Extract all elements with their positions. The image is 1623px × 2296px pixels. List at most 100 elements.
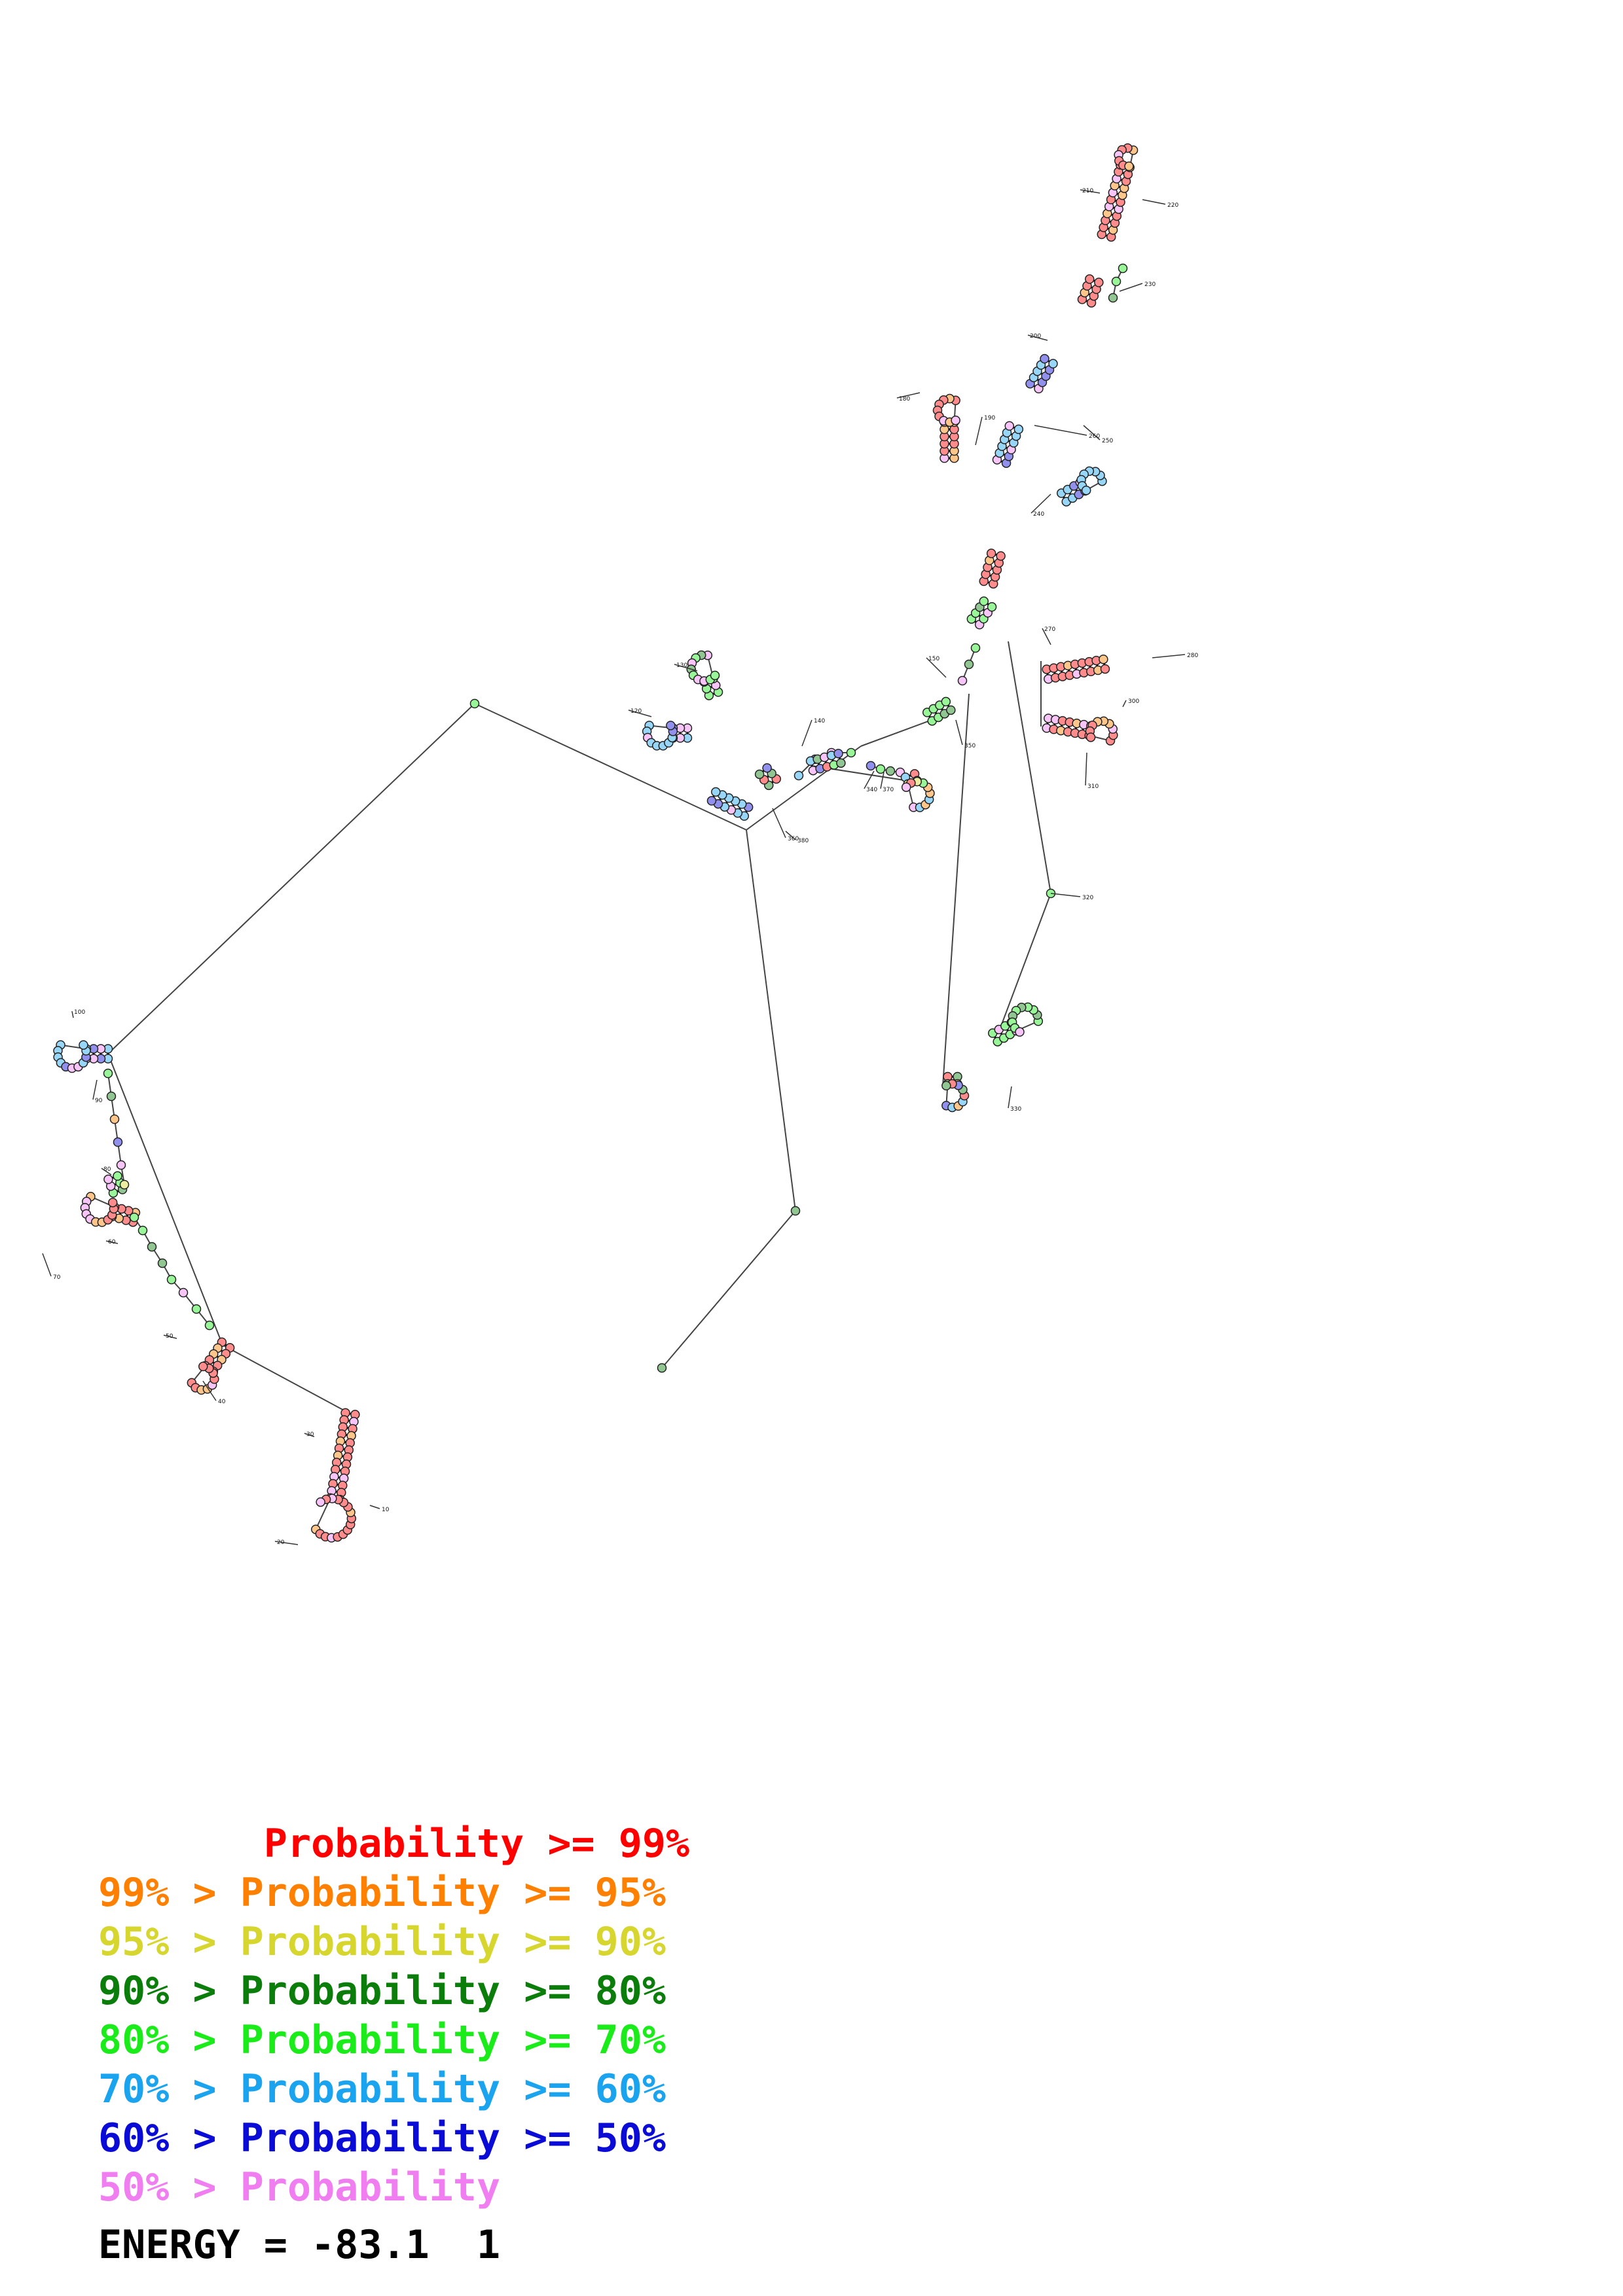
tick-leader — [42, 1253, 52, 1277]
legend-row: 99% > Probability >= 95% — [98, 1870, 666, 1916]
nucleotide — [793, 770, 804, 781]
legend-row: 80% > Probability >= 70% — [98, 2017, 666, 2063]
nucleotide — [198, 1361, 208, 1372]
nucleotide — [137, 1225, 148, 1236]
tick-leader — [71, 1011, 74, 1018]
tick-leader — [975, 416, 983, 446]
nucleotide — [964, 659, 974, 670]
tick-label: 100 — [74, 1009, 85, 1016]
nucleotide — [1094, 278, 1104, 287]
nucleotide — [657, 1363, 667, 1373]
tick-label: 10 — [382, 1507, 390, 1513]
nucleotide — [166, 1274, 177, 1285]
nucleotide — [986, 548, 996, 558]
nucleotide — [119, 1179, 130, 1190]
nucleotide — [1048, 359, 1058, 368]
tick-label: 210 — [1082, 188, 1093, 194]
legend-row: 50% > Probability — [98, 2164, 501, 2210]
tick-leader — [864, 770, 875, 789]
tick-label: 250 — [1102, 438, 1113, 444]
nucleotide — [836, 758, 846, 768]
tick-leader — [1027, 334, 1048, 341]
nucleotide — [109, 1114, 120, 1124]
nucleotide — [987, 602, 997, 612]
tick-leader — [1030, 493, 1051, 514]
tick-label: 380 — [797, 838, 809, 844]
tick-leader — [955, 719, 963, 745]
tick-label: 350 — [964, 743, 976, 749]
nucleotide — [79, 1040, 88, 1050]
tick-label: 280 — [1187, 653, 1198, 659]
nucleotide — [469, 698, 480, 709]
nucleotide — [706, 796, 717, 806]
backbone-link — [222, 1344, 351, 1414]
tick-label: 180 — [899, 396, 910, 403]
tick-leader — [1085, 752, 1087, 786]
tick-leader — [801, 719, 812, 747]
tick-leader — [628, 709, 652, 717]
tick-leader — [1119, 283, 1143, 292]
energy-label: ENERGY = -83.1 1 — [98, 2222, 501, 2268]
tick-leader — [1142, 199, 1166, 205]
tick-label: 330 — [1010, 1106, 1021, 1113]
tick-leader — [674, 664, 698, 672]
nucleotide — [901, 782, 911, 792]
tick-leader — [1034, 425, 1087, 436]
legend-row: 70% > Probability >= 60% — [98, 2066, 666, 2112]
tick-leader — [163, 1335, 177, 1339]
tick-label: 50 — [166, 1333, 173, 1340]
tick-leader — [202, 1380, 217, 1401]
backbone — [57, 147, 1135, 1539]
tick-label: 260 — [1089, 433, 1100, 440]
tick-label: 190 — [984, 415, 995, 422]
tick-label: 220 — [1167, 202, 1178, 209]
tick-leader — [1042, 628, 1051, 645]
nucleotide — [666, 721, 676, 730]
nucleotide — [1081, 485, 1091, 495]
backbone-link — [746, 829, 796, 1211]
nucleotide — [790, 1206, 801, 1216]
backbone-link — [746, 745, 862, 831]
nucleotide — [1108, 293, 1118, 303]
tick-leader — [772, 808, 786, 838]
tick-label: 20 — [277, 1539, 285, 1546]
nucleotide — [866, 761, 876, 771]
nucleotide — [147, 1242, 157, 1252]
tick-leader — [926, 657, 947, 678]
nucleotide — [1100, 664, 1110, 674]
tick-label: 30 — [306, 1431, 314, 1438]
nucleotide — [762, 763, 772, 773]
tick-leader — [1050, 893, 1081, 897]
nucleotide — [1084, 274, 1095, 284]
nucleotide — [1040, 353, 1049, 364]
tick-label: 240 — [1033, 511, 1044, 518]
nucleotide — [107, 1198, 118, 1208]
nucleotide — [875, 764, 886, 774]
nucleotide — [103, 1174, 113, 1185]
nucleotide — [941, 1081, 951, 1091]
tick-label: 70 — [53, 1274, 61, 1281]
nucleotide — [1118, 263, 1128, 274]
tick-label: 320 — [1082, 895, 1093, 901]
nucleotide — [1013, 424, 1024, 435]
tick-leader — [105, 1240, 119, 1244]
backbone-link — [474, 703, 747, 831]
nucleotide — [754, 769, 765, 780]
tick-leader — [1122, 700, 1127, 708]
tick-label: 300 — [1128, 698, 1139, 705]
nucleotide — [1004, 421, 1015, 431]
tick-leader — [1083, 425, 1101, 440]
backbone-link — [1001, 893, 1051, 1025]
nucleotide — [204, 1320, 215, 1331]
legend-row: 60% > Probability >= 50% — [98, 2115, 666, 2161]
probability-legend: Probability >= 99% 99% > Probability >= … — [98, 1820, 689, 2212]
nucleotide — [957, 675, 968, 686]
nucleotide — [157, 1258, 168, 1268]
tick-leader — [1080, 189, 1101, 194]
nucleotide — [711, 787, 721, 797]
base-pairs — [85, 164, 1131, 1501]
nucleotide — [116, 1160, 126, 1170]
tick-label: 120 — [630, 708, 642, 715]
legend-row: 90% > Probability >= 80% — [98, 1968, 666, 2014]
tick-leader — [880, 772, 884, 789]
